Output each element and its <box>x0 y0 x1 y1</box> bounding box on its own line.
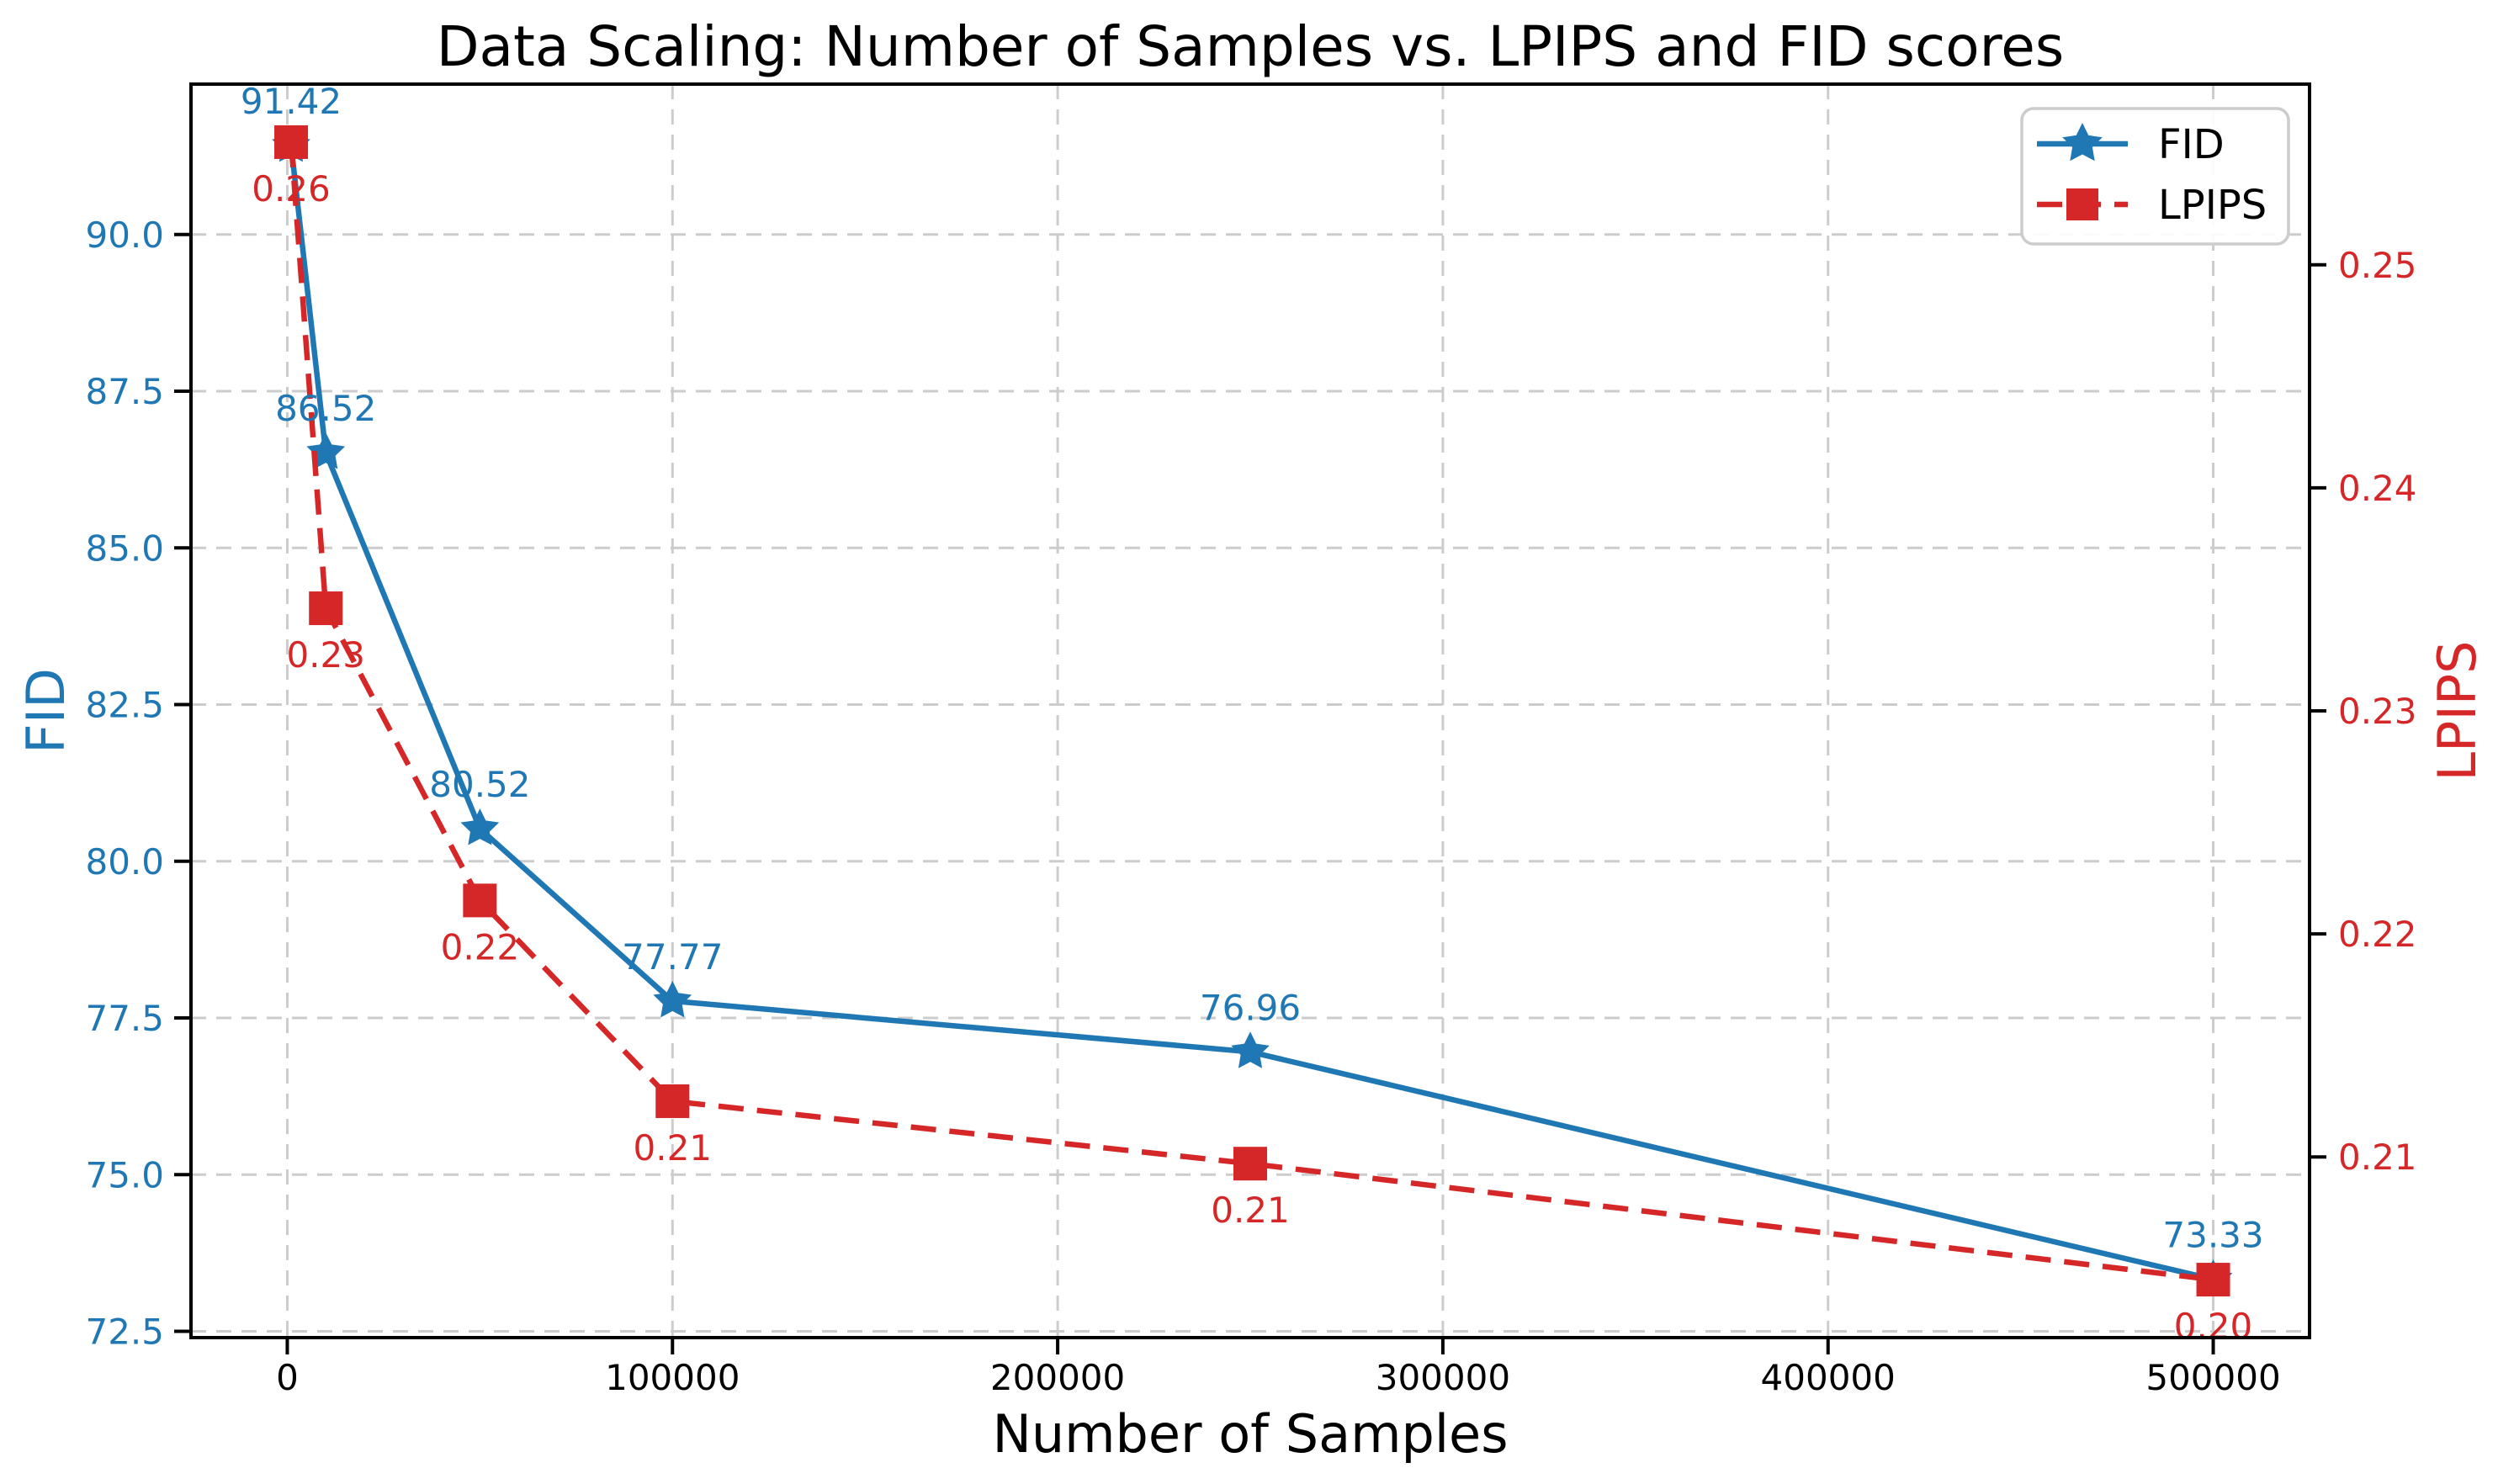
y-left-tick-label: 85.0 <box>85 527 164 569</box>
lpips-marker-square <box>2196 1263 2230 1297</box>
x-tick-label: 300000 <box>1376 1357 1510 1398</box>
fid-point-label: 77.77 <box>622 936 723 978</box>
lpips-point-label: 0.21 <box>1211 1190 1290 1231</box>
grid-layer <box>191 84 2310 1338</box>
fid-point-label: 86.52 <box>275 388 376 429</box>
lpips-point-label: 0.26 <box>252 168 331 209</box>
lpips-marker-square <box>463 883 497 918</box>
y-right-tick-label: 0.25 <box>2338 245 2417 286</box>
lpips-point-label: 0.21 <box>634 1127 713 1169</box>
x-tick-label: 100000 <box>605 1357 740 1398</box>
x-tick-label: 0 <box>276 1357 299 1398</box>
y-axis-label-lpips: LPIPS <box>2426 641 2488 782</box>
fid-line <box>288 145 2214 1282</box>
y-axis-label-fid: FID <box>15 668 77 754</box>
point-label-layer: 91.42 86.52 80.52 77.77 76.96 73.33 0.26 0.23 0.… <box>241 81 2264 1347</box>
legend-square-marker-icon <box>2066 188 2098 220</box>
fid-point-label: 73.33 <box>2162 1215 2263 1256</box>
lpips-marker-square <box>1233 1147 1267 1181</box>
y-right-tick-label: 0.22 <box>2338 914 2417 955</box>
lpips-marker-square <box>309 591 343 626</box>
x-tick-label: 200000 <box>990 1357 1125 1398</box>
chart-title: Data Scaling: Number of Samples vs. LPIP… <box>437 14 2065 79</box>
y-right-tick-label: 0.23 <box>2338 691 2417 732</box>
y-left-tick-label: 77.5 <box>85 998 164 1039</box>
legend: FID LPIPS <box>2020 107 2290 246</box>
fid-point-label: 76.96 <box>1200 987 1301 1028</box>
x-tick-label: 400000 <box>1761 1357 1896 1398</box>
lpips-line <box>288 141 2214 1283</box>
x-tick-label: 500000 <box>2145 1357 2280 1398</box>
y-right-tick-label: 0.24 <box>2338 468 2417 509</box>
fid-point-label: 91.42 <box>241 81 342 122</box>
y-right-tick-label: 0.21 <box>2338 1137 2417 1178</box>
fid-marker-star <box>460 808 500 845</box>
fid-marker-star <box>653 980 692 1018</box>
lpips-marker-square <box>655 1084 690 1118</box>
legend-star-marker-icon <box>2062 123 2103 162</box>
legend-label: FID <box>2158 121 2225 168</box>
legend-label: LPIPS <box>2158 182 2267 229</box>
x-axis-label: Number of Samples <box>992 1403 1508 1465</box>
axes-layer: 0 100000 200000 300000 400000 500000 72.5 75.0 7… <box>85 82 2417 1398</box>
legend-item-lpips: LPIPS <box>2037 182 2267 229</box>
lpips-point-label: 0.23 <box>286 634 365 676</box>
y-left-tick-label: 80.0 <box>85 841 164 882</box>
y-left-tick-label: 82.5 <box>85 685 164 726</box>
legend-item-fid: FID <box>2037 121 2225 168</box>
lpips-marker-square <box>274 125 309 159</box>
y-left-tick-label: 72.5 <box>85 1312 164 1353</box>
y-left-tick-label: 87.5 <box>85 371 164 412</box>
fid-point-label: 80.52 <box>429 764 530 805</box>
y-left-tick-label: 75.0 <box>85 1154 164 1195</box>
y-left-tick-label: 90.0 <box>85 215 164 256</box>
series-layer <box>272 125 2233 1297</box>
lpips-point-label: 0.22 <box>441 926 520 967</box>
fid-marker-star <box>1231 1031 1270 1068</box>
